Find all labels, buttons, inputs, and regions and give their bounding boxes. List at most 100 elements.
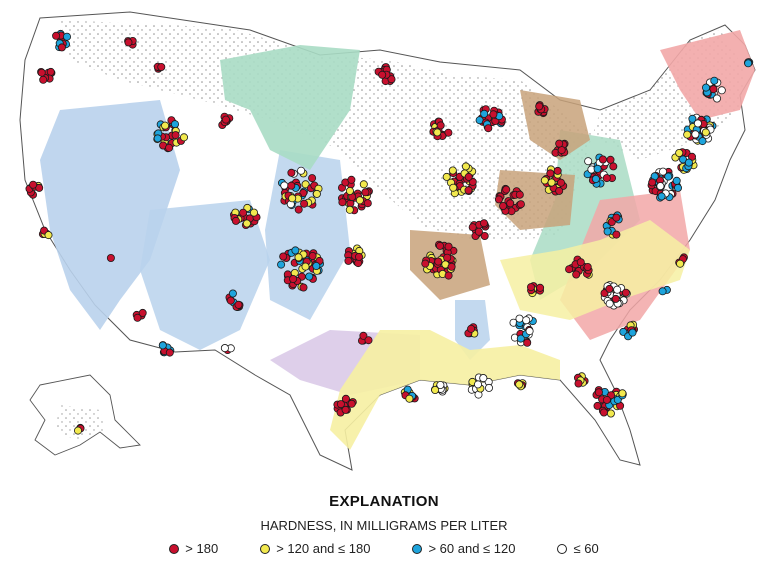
sample-site-marker xyxy=(239,208,248,217)
sample-site-marker xyxy=(106,253,115,262)
sample-site-marker xyxy=(479,374,488,383)
sample-site-marker xyxy=(344,256,353,265)
sample-site-marker xyxy=(648,178,657,187)
sample-site-marker xyxy=(676,259,685,268)
sample-site-marker xyxy=(591,174,600,183)
sample-site-marker xyxy=(449,183,458,192)
sample-sites xyxy=(25,29,754,435)
sample-site-marker xyxy=(609,162,618,171)
sample-site-marker xyxy=(479,219,488,228)
sample-site-marker xyxy=(336,400,345,409)
sample-site-marker xyxy=(658,287,667,296)
sample-site-marker xyxy=(133,313,142,322)
sample-site-marker xyxy=(555,186,564,195)
sample-site-marker xyxy=(345,205,354,214)
sample-site-marker xyxy=(484,124,493,133)
sample-site-marker xyxy=(515,314,524,323)
sample-site-marker xyxy=(499,201,508,210)
sample-site-marker xyxy=(506,199,515,208)
sample-site-marker xyxy=(464,186,473,195)
sample-site-marker xyxy=(474,227,483,236)
sample-site-marker xyxy=(436,380,445,389)
sample-site-marker xyxy=(347,175,356,184)
sample-site-marker xyxy=(603,227,612,236)
sample-site-marker xyxy=(709,85,718,94)
sample-site-marker xyxy=(228,289,237,298)
sample-site-marker xyxy=(464,172,473,181)
sample-site-marker xyxy=(57,43,66,52)
sample-site-marker xyxy=(364,336,373,345)
sample-site-marker xyxy=(74,426,83,435)
legend-label-60-120: > 60 and ≤ 120 xyxy=(428,541,516,556)
legend-label-120-180: > 120 and ≤ 180 xyxy=(276,541,371,556)
sample-site-marker xyxy=(363,199,372,208)
sample-site-marker xyxy=(527,283,536,292)
sample-site-marker xyxy=(387,75,396,84)
sample-site-marker xyxy=(515,190,524,199)
sample-site-marker xyxy=(659,167,668,176)
sample-site-marker xyxy=(158,341,167,350)
legend-swatch-blue xyxy=(412,543,423,554)
sample-site-marker xyxy=(242,219,251,228)
sample-site-marker xyxy=(523,338,532,347)
sample-site-marker xyxy=(664,172,673,181)
legend: > 180 > 120 and ≤ 180 > 60 and ≤ 120 ≤ 6… xyxy=(0,541,768,556)
legend-item-hardness-gt-180: > 180 xyxy=(169,541,218,556)
sample-site-marker xyxy=(361,188,370,197)
sample-site-marker xyxy=(153,134,162,143)
sample-site-marker xyxy=(701,128,710,137)
sample-site-marker xyxy=(602,395,611,404)
sample-site-marker xyxy=(557,178,566,187)
sample-site-marker xyxy=(124,38,133,47)
sample-site-marker xyxy=(308,251,317,260)
sample-site-marker xyxy=(354,252,363,261)
sample-site-marker xyxy=(444,242,453,251)
sample-site-marker xyxy=(288,194,297,203)
legend-title: EXPLANATION xyxy=(329,493,439,510)
sample-site-marker xyxy=(341,405,350,414)
sample-site-marker xyxy=(484,383,493,392)
sample-site-marker xyxy=(289,274,298,283)
sample-site-marker xyxy=(565,265,574,274)
sample-site-marker xyxy=(710,76,719,85)
sample-site-marker xyxy=(161,121,170,130)
sample-site-marker xyxy=(287,168,296,177)
sample-site-marker xyxy=(37,68,46,77)
sample-site-marker xyxy=(347,399,356,408)
legend-swatch-yellow xyxy=(260,543,271,554)
legend-label-le-60: ≤ 60 xyxy=(573,541,599,556)
sample-site-marker xyxy=(171,131,180,140)
aquifer-regions xyxy=(40,30,755,450)
sample-site-marker xyxy=(618,389,627,398)
sample-site-marker xyxy=(698,137,707,146)
sample-site-marker xyxy=(502,185,511,194)
sample-site-marker xyxy=(165,143,174,152)
sample-site-marker xyxy=(612,213,621,222)
sample-site-marker xyxy=(598,155,607,164)
sample-site-marker xyxy=(378,70,387,79)
sample-site-marker xyxy=(480,231,489,240)
sample-site-marker xyxy=(535,102,544,111)
sample-site-marker xyxy=(717,86,726,95)
sample-site-marker xyxy=(621,288,630,297)
sample-site-marker xyxy=(279,252,288,261)
sample-site-marker xyxy=(547,178,556,187)
sample-site-marker xyxy=(301,180,310,189)
sample-site-marker xyxy=(436,121,445,130)
legend-subtitle: HARDNESS, IN MILLIGRAMS PER LITER xyxy=(260,518,508,533)
sample-site-marker xyxy=(221,115,230,124)
sample-site-marker xyxy=(35,183,44,192)
sample-site-marker xyxy=(461,162,470,171)
sample-site-marker xyxy=(593,401,602,410)
legend-item-hardness-60-120: > 60 and ≤ 120 xyxy=(412,541,515,556)
sample-site-marker xyxy=(612,230,621,239)
sample-site-marker xyxy=(312,189,321,198)
sample-site-marker xyxy=(516,334,525,343)
sample-site-marker xyxy=(494,195,503,204)
sample-site-marker xyxy=(525,327,534,336)
legend-label-gt-180: > 180 xyxy=(185,541,219,556)
sample-site-marker xyxy=(684,158,693,167)
sample-site-marker xyxy=(576,258,585,267)
alaska-inset xyxy=(29,374,141,456)
sample-site-marker xyxy=(468,223,477,232)
